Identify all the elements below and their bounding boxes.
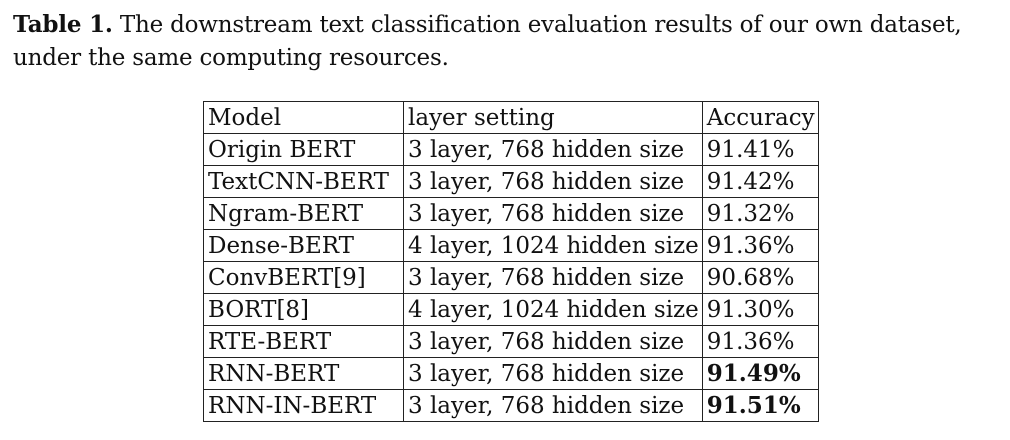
model-cell: RNN-BERT [203,357,404,390]
layer-setting-cell: 3 layer, 768 hidden size [403,389,703,422]
table-header-row: Model layer setting Accuracy [203,101,819,134]
accuracy-cell: 91.36% [701,325,819,358]
layer-setting-cell: 3 layer, 768 hidden size [403,261,703,294]
layer-setting-cell: 3 layer, 768 hidden size [403,165,703,198]
table-row: RTE-BERT 3 layer, 768 hidden size 91.36% [203,325,819,358]
table-row: Ngram-BERT 3 layer, 768 hidden size 91.32% [203,197,819,230]
accuracy-cell: 91.51% [701,389,819,422]
model-cell: RTE-BERT [203,325,404,358]
layer-setting-cell: 3 layer, 768 hidden size [403,325,703,358]
table-caption: Table 1. The downstream text classificat… [13,8,1003,75]
caption-label: Table 1. [13,11,113,38]
table-row: Dense-BERT 4 layer, 1024 hidden size 91.36… [203,229,819,262]
layer-setting-cell: 4 layer, 1024 hidden size [403,293,703,326]
table-row: RNN-IN-BERT 3 layer, 768 hidden size 91.51… [203,389,819,422]
layer-setting-cell: 4 layer, 1024 hidden size [403,229,703,262]
layer-setting-cell: 3 layer, 768 hidden size [403,133,703,166]
layer-setting-cell: 3 layer, 768 hidden size [403,357,703,390]
accuracy-cell: 91.30% [701,293,819,326]
layer-setting-cell: 3 layer, 768 hidden size [403,197,703,230]
header-layer-setting: layer setting [403,101,703,134]
table-row: RNN-BERT 3 layer, 768 hidden size 91.49% [203,357,819,390]
table-body: Model layer setting Accuracy Origin BERT… [203,101,819,422]
model-cell: RNN-IN-BERT [203,389,404,422]
caption-text: The downstream text classification evalu… [13,12,962,71]
model-cell: Origin BERT [203,133,404,166]
header-model: Model [203,101,404,134]
table-row: Origin BERT 3 layer, 768 hidden size 91.41… [203,133,819,166]
header-accuracy: Accuracy [701,101,819,134]
table-row: TextCNN-BERT 3 layer, 768 hidden size 91.4… [203,165,819,198]
accuracy-cell: 91.42% [701,165,819,198]
table-row: BORT[8] 4 layer, 1024 hidden size 91.30% [203,293,819,326]
model-cell: BORT[8] [203,293,404,326]
results-table: Model layer setting Accuracy Origin BERT… [203,101,819,422]
model-cell: Dense-BERT [203,229,404,262]
table-row: ConvBERT[9] 3 layer, 768 hidden size 90.68… [203,261,819,294]
model-cell: ConvBERT[9] [203,261,404,294]
accuracy-cell: 91.36% [701,229,819,262]
accuracy-cell: 90.68% [701,261,819,294]
accuracy-cell: 91.41% [701,133,819,166]
model-cell: Ngram-BERT [203,197,404,230]
accuracy-cell: 91.32% [701,197,819,230]
accuracy-cell: 91.49% [701,357,819,390]
model-cell: TextCNN-BERT [203,165,404,198]
